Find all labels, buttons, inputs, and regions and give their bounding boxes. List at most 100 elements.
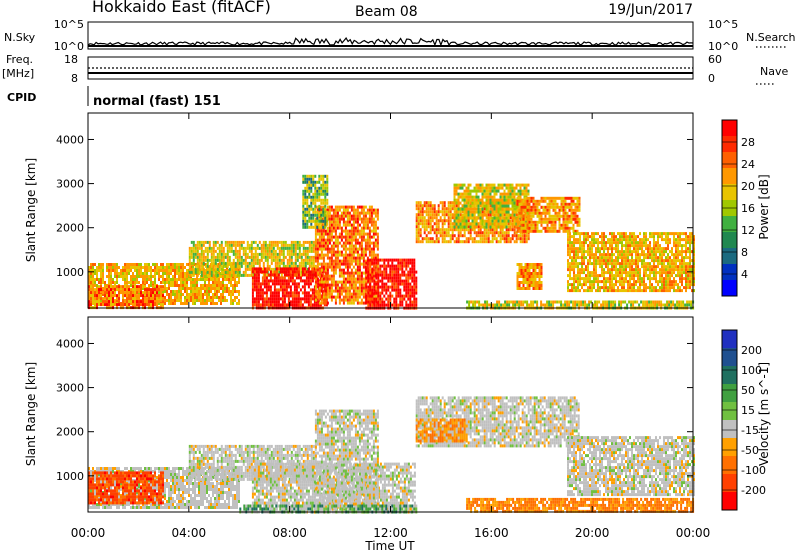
data-cell	[138, 294, 140, 298]
data-cell	[170, 281, 172, 284]
data-cell	[234, 281, 236, 284]
data-cell	[320, 289, 323, 293]
data-cell	[348, 262, 351, 266]
data-cell	[250, 264, 253, 268]
data-cell	[263, 276, 266, 280]
data-cell	[358, 244, 361, 248]
data-cell	[272, 240, 275, 244]
data-cell	[439, 219, 442, 223]
data-cell	[409, 291, 412, 295]
data-cell	[102, 278, 104, 281]
data-cell	[372, 253, 375, 257]
data-cell	[364, 280, 367, 284]
data-cell	[242, 270, 245, 274]
data-cell	[214, 296, 216, 299]
data-cell	[519, 234, 522, 238]
data-cell	[483, 186, 486, 190]
data-cell	[520, 226, 523, 230]
data-cell	[120, 303, 122, 307]
data-cell	[445, 231, 448, 235]
data-cell	[477, 222, 480, 226]
data-cell	[236, 290, 238, 293]
data-cell	[344, 232, 347, 236]
data-cell	[554, 226, 557, 230]
data-cell	[385, 297, 388, 301]
data-cell	[344, 280, 347, 284]
data-cell	[525, 234, 528, 238]
data-cell	[176, 296, 178, 299]
data-cell	[509, 207, 512, 211]
data-cell	[374, 214, 377, 218]
data-cell	[214, 290, 216, 293]
data-cell	[184, 296, 186, 299]
data-cell	[116, 303, 118, 307]
data-cell	[479, 210, 482, 214]
data-cell	[447, 201, 450, 205]
data-cell	[295, 282, 298, 286]
data-cell	[289, 270, 292, 274]
data-cell	[483, 219, 486, 223]
data-cell	[574, 211, 577, 215]
data-cell	[340, 289, 343, 293]
data-cell	[332, 217, 335, 221]
data-cell	[372, 241, 375, 245]
data-cell	[499, 234, 502, 238]
data-cell	[538, 217, 541, 221]
data-cell	[427, 222, 430, 226]
data-cell	[385, 282, 388, 286]
data-cell	[300, 255, 303, 259]
data-cell	[457, 195, 460, 199]
data-cell	[290, 249, 293, 253]
data-cell	[220, 299, 222, 302]
data-cell	[465, 195, 468, 199]
data-cell	[198, 278, 200, 281]
data-cell	[320, 274, 323, 278]
data-cell	[250, 252, 253, 256]
data-cell	[202, 255, 205, 259]
data-cell	[100, 303, 102, 307]
data-cell	[485, 240, 488, 244]
data-cell	[403, 270, 406, 274]
data-cell	[499, 207, 502, 211]
data-cell	[272, 258, 275, 262]
data-cell	[475, 192, 478, 196]
data-cell	[556, 214, 559, 218]
data-cell	[465, 210, 468, 214]
data-cell	[554, 229, 557, 233]
data-cell	[399, 288, 402, 292]
data-cell	[342, 220, 345, 224]
data-cell	[507, 234, 510, 238]
data-cell	[250, 240, 253, 244]
data-cell	[316, 241, 319, 245]
data-cell	[322, 235, 325, 239]
data-cell	[294, 264, 297, 268]
data-cell	[352, 298, 355, 302]
data-cell	[352, 283, 355, 287]
data-cell	[314, 259, 317, 263]
data-cell	[481, 222, 484, 226]
data-cell	[172, 281, 174, 284]
data-cell	[421, 240, 424, 244]
data-cell	[342, 280, 345, 284]
data-cell	[90, 278, 92, 281]
data-cell	[259, 282, 262, 286]
data-cell	[150, 294, 152, 298]
data-cell	[437, 204, 440, 208]
data-cell	[391, 258, 394, 262]
data-cell	[320, 229, 323, 233]
data-cell	[132, 288, 134, 292]
data-cell	[457, 237, 460, 241]
data-cell	[230, 240, 233, 244]
data-cell	[491, 222, 494, 226]
data-cell	[342, 289, 345, 293]
data-cell	[196, 273, 199, 277]
data-cell	[495, 189, 498, 193]
data-cell	[299, 300, 302, 304]
data-cell	[251, 279, 254, 283]
data-cell	[140, 300, 142, 304]
data-cell	[196, 252, 199, 256]
data-cell	[405, 291, 408, 295]
data-cell	[114, 294, 116, 298]
data-cell	[417, 213, 420, 217]
data-cell	[261, 276, 264, 280]
